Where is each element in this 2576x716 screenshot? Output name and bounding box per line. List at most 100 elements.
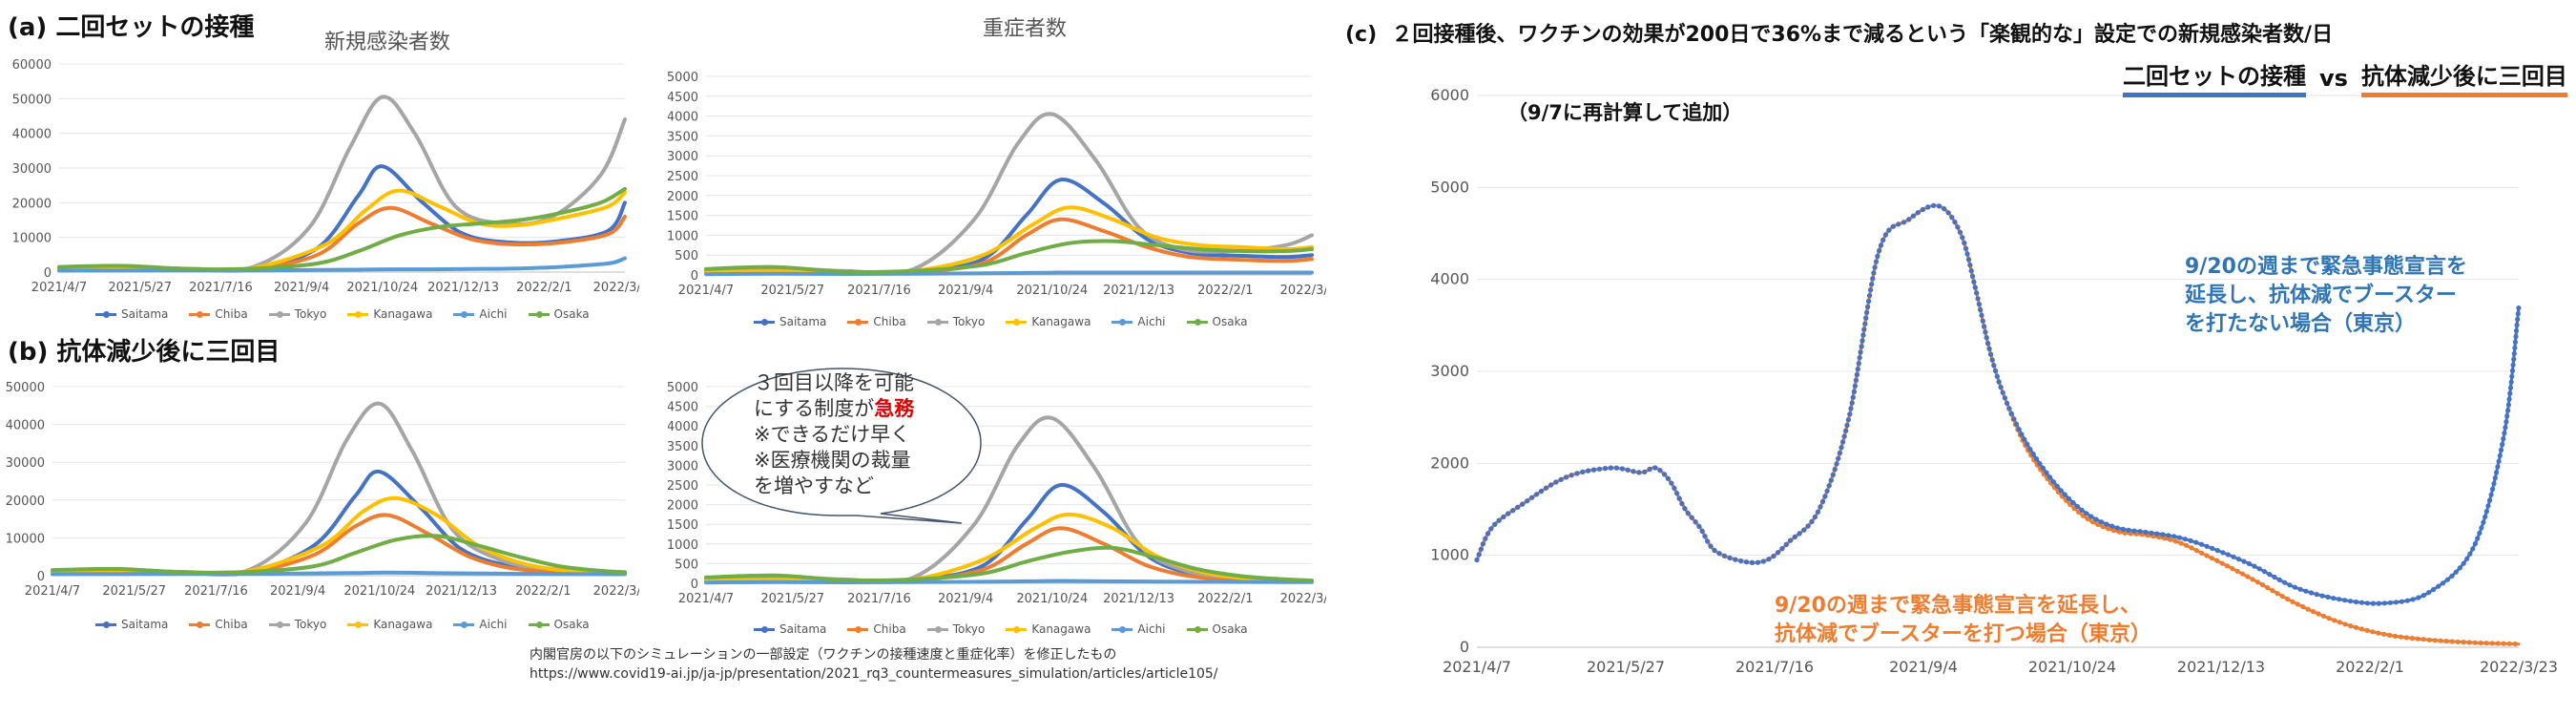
data-point [1868,287,1874,293]
legend-label: Kanagawa [373,307,433,321]
legend-label: Chiba [215,307,248,321]
legend-item-aichi: Aichi [453,307,508,321]
series-line-Osaka [51,534,627,575]
data-point [1744,559,1750,565]
data-point [1975,296,1981,302]
data-point [2047,474,2053,480]
data-point [1674,491,1680,496]
legend-c: 二回セットの接種 vs 抗体減少後に三回目 [2123,57,2567,97]
data-point [2457,565,2462,571]
data-point [2381,631,2387,637]
data-point [2106,526,2111,532]
legend-swatch [189,310,211,318]
data-point [2070,499,2076,506]
data-point [1845,417,1851,423]
data-point [1986,346,1992,351]
legend-item-chiba: Chiba [847,315,906,328]
x-tick-label: 2021/9/4 [1889,658,1958,676]
data-point [2364,627,2370,634]
legend-item-osaka: Osaka [1186,315,1248,328]
x-tick-label: 2021/5/27 [108,281,172,295]
data-point [1836,455,1841,461]
legend-swatch [95,621,116,628]
data-point [1871,270,1877,276]
data-point [2331,596,2337,601]
data-point [1968,268,1974,274]
data-point [2444,577,2450,582]
data-point [1738,558,1744,564]
legend-label: Chiba [215,618,248,631]
data-point [2436,583,2441,589]
data-point [2085,516,2090,522]
data-point [2501,641,2506,646]
data-point [2066,495,2072,501]
data-point [1812,514,1818,520]
x-tick-label: 2021/10/24 [343,584,415,599]
data-point [1896,221,1901,227]
data-point [1967,263,1973,268]
data-point [1988,351,1994,357]
legend-swatch [528,310,550,318]
data-point [2467,551,2473,557]
chart-b1: 0 10000 20000 30000 40000 50000 2021/4/7 2021/5… [6,381,639,599]
data-point [2509,373,2515,379]
x-tick-label: 2021/12/13 [1103,284,1174,298]
data-point [2398,634,2403,640]
data-point [2220,550,2226,556]
legend-item-osaka: Osaka [528,618,590,631]
data-point [2154,531,2160,537]
data-point [1847,411,1853,417]
y-tick-label: 0 [1460,638,1469,656]
legend-b2: Saitama Chiba Tokyo Kanagawa Aichi Osaka [754,622,1248,636]
data-point [1839,445,1844,451]
y-tick-label: 1000 [668,229,698,243]
y-tick-label: 4000 [1430,270,1469,288]
data-point [2254,579,2260,585]
data-point [2189,545,2194,551]
data-point [2370,600,2376,606]
data-point [1931,202,1937,208]
data-point [1848,406,1854,411]
legend-swatch [1111,625,1133,633]
data-point [2295,601,2300,607]
data-point [2282,579,2288,585]
data-point [2512,345,2518,350]
y-tick-label: 4500 [668,91,698,105]
legend-swatch [926,625,948,633]
x-tick-label: 2022/2/1 [1197,592,1253,606]
x-tick-label: 2021/5/27 [760,284,824,298]
data-point [1996,379,2002,385]
legend-item-kanagawa: Kanagawa [1006,315,1091,328]
data-point [1949,215,1955,221]
data-point [2479,525,2484,531]
y-tick-label: 3000 [668,150,698,164]
legend-swatch [1186,318,1208,326]
y-tick-label: 1500 [668,210,698,224]
series-line-Osaka [704,545,1314,583]
legend-item-tokyo: Tokyo [926,622,986,636]
legend-item-chiba: Chiba [847,622,906,636]
data-point [2025,441,2030,447]
data-point [2403,635,2409,641]
data-point [2404,598,2410,603]
data-point [2337,597,2342,602]
series-line-Osaka [57,186,627,272]
data-point [2432,638,2438,643]
legend-item-chiba: Chiba [189,618,248,631]
data-point [2387,632,2393,639]
series-line-Aichi [704,270,1314,277]
data-point [1676,495,1682,501]
data-point [2314,592,2319,598]
data-point [1906,217,1912,222]
data-point [2512,339,2518,345]
data-point [1870,276,1876,282]
data-point [1665,475,1671,481]
data-point [2272,574,2277,580]
legend-label: Osaka [1212,622,1248,636]
data-point [1852,383,1858,389]
legend-swatch [347,621,369,628]
data-point [1979,312,1984,318]
data-point [1843,428,1849,433]
x-tick-label: 2022/2/1 [1197,284,1253,298]
legend-label: Tokyo [952,622,986,636]
